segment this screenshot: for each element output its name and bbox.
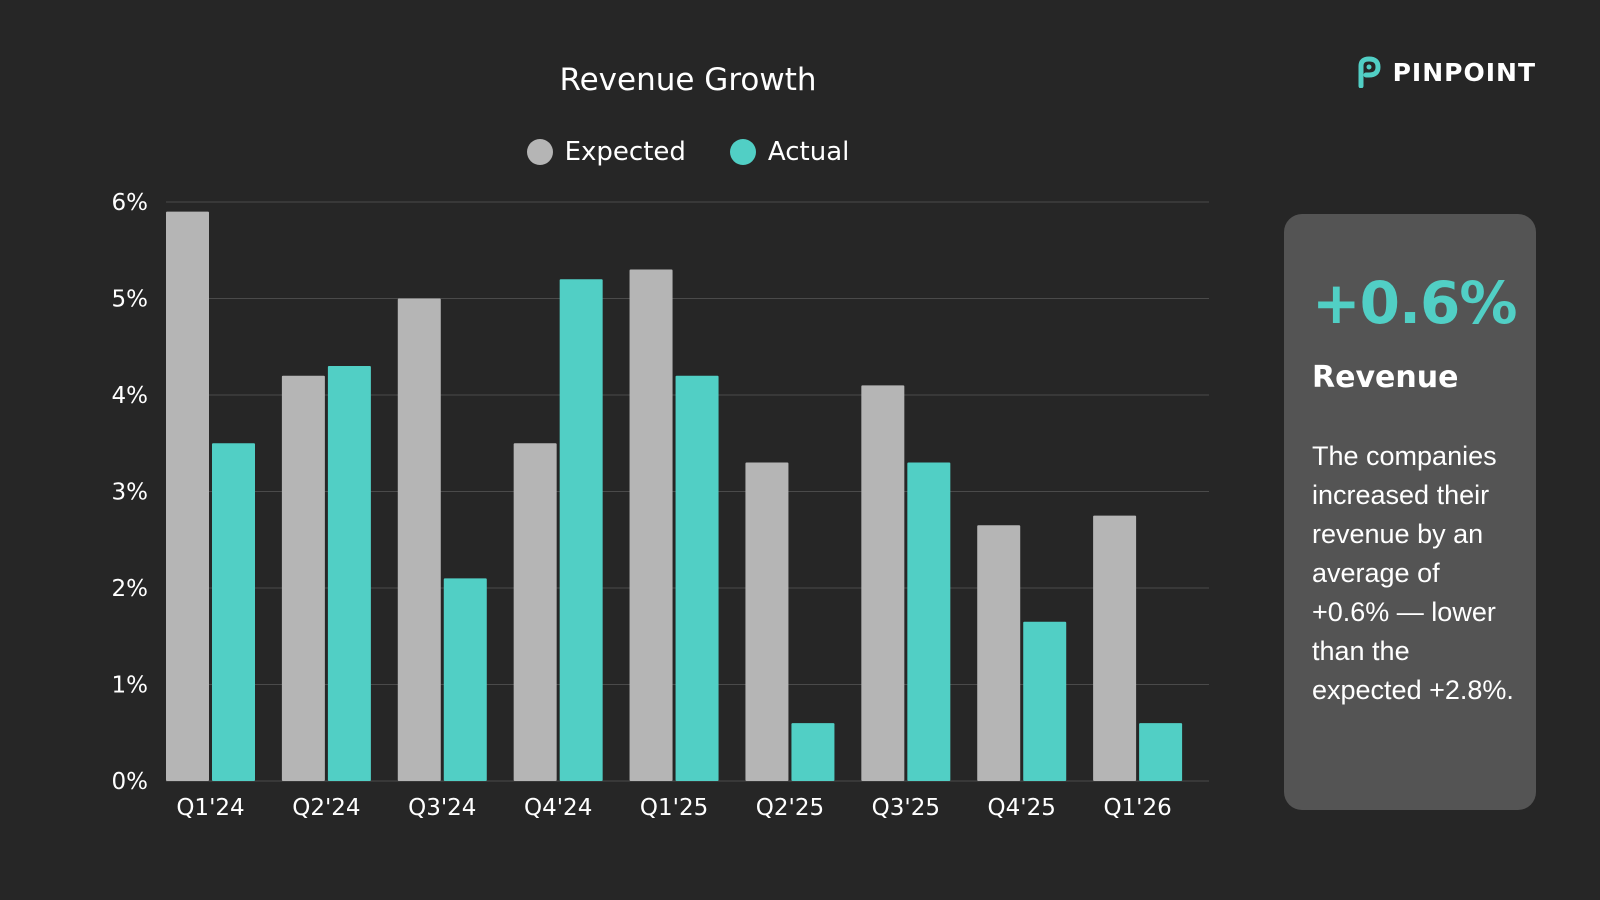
summary-description: The companies increased their revenue by… [1312,440,1514,705]
bar-expected-5 [745,462,789,781]
bar-actual-1 [327,366,371,781]
x-tick-label: Q1'25 [640,795,708,821]
brand: PINPOINT [1357,56,1536,88]
y-tick-label: 6% [112,190,149,216]
bar-expected-2 [397,298,441,781]
bar-expected-4 [629,269,673,781]
bar-expected-6 [861,385,905,781]
bar-actual-6 [907,462,951,781]
bar-actual-2 [443,578,487,781]
summary-value: +0.6% [1312,269,1517,337]
brand-name: PINPOINT [1392,57,1536,87]
bar-actual-7 [1023,621,1067,781]
y-tick-label: 5% [112,287,149,313]
bar-expected-0 [166,211,209,781]
x-tick-label: Q1'26 [1103,795,1171,821]
x-tick-label: Q3'25 [872,795,940,821]
x-tick-label: Q4'24 [524,795,592,821]
legend-label-expected: Expected [564,137,686,167]
legend-item-actual: Actual [729,137,850,167]
y-tick-label: 4% [112,383,149,409]
bar-actual-3 [559,279,603,781]
x-tick-label: Q4'25 [988,795,1056,821]
bar-expected-1 [281,375,325,781]
pinpoint-logo-icon [1358,56,1381,88]
bar-expected-7 [977,525,1021,781]
bar-actual-8 [1139,723,1183,781]
chart-title: Revenue Growth [559,62,817,98]
x-tick-label: Q2'25 [756,795,824,821]
revenue-growth-chart: 0% 1% 2% 3% 4% 5% 6% Q1'24 Q2'24 Q3'24 Q4'24 Q1'25 Q… [112,190,1209,821]
legend-swatch-expected [526,139,553,165]
legend-swatch-actual [729,139,756,165]
x-tick-label: Q3'24 [408,795,476,821]
y-tick-label: 0% [112,769,149,795]
y-tick-label: 3% [112,480,149,506]
x-tick-label: Q1'24 [176,795,244,821]
bar-actual-4 [675,375,719,781]
bar-expected-8 [1093,515,1137,781]
chart-legend: Expected Actual [0,137,1376,167]
legend-label-actual: Actual [767,137,850,167]
y-tick-label: 2% [112,576,149,602]
summary-card: +0.6% Revenue The companies increased th… [1284,214,1536,810]
bar-expected-3 [513,443,557,781]
x-tick-label: Q2'24 [292,795,360,821]
legend-item-expected: Expected [526,137,686,167]
y-tick-label: 1% [112,673,149,699]
summary-label: Revenue [1312,359,1459,395]
bar-actual-0 [212,443,255,781]
bar-actual-5 [791,723,835,781]
